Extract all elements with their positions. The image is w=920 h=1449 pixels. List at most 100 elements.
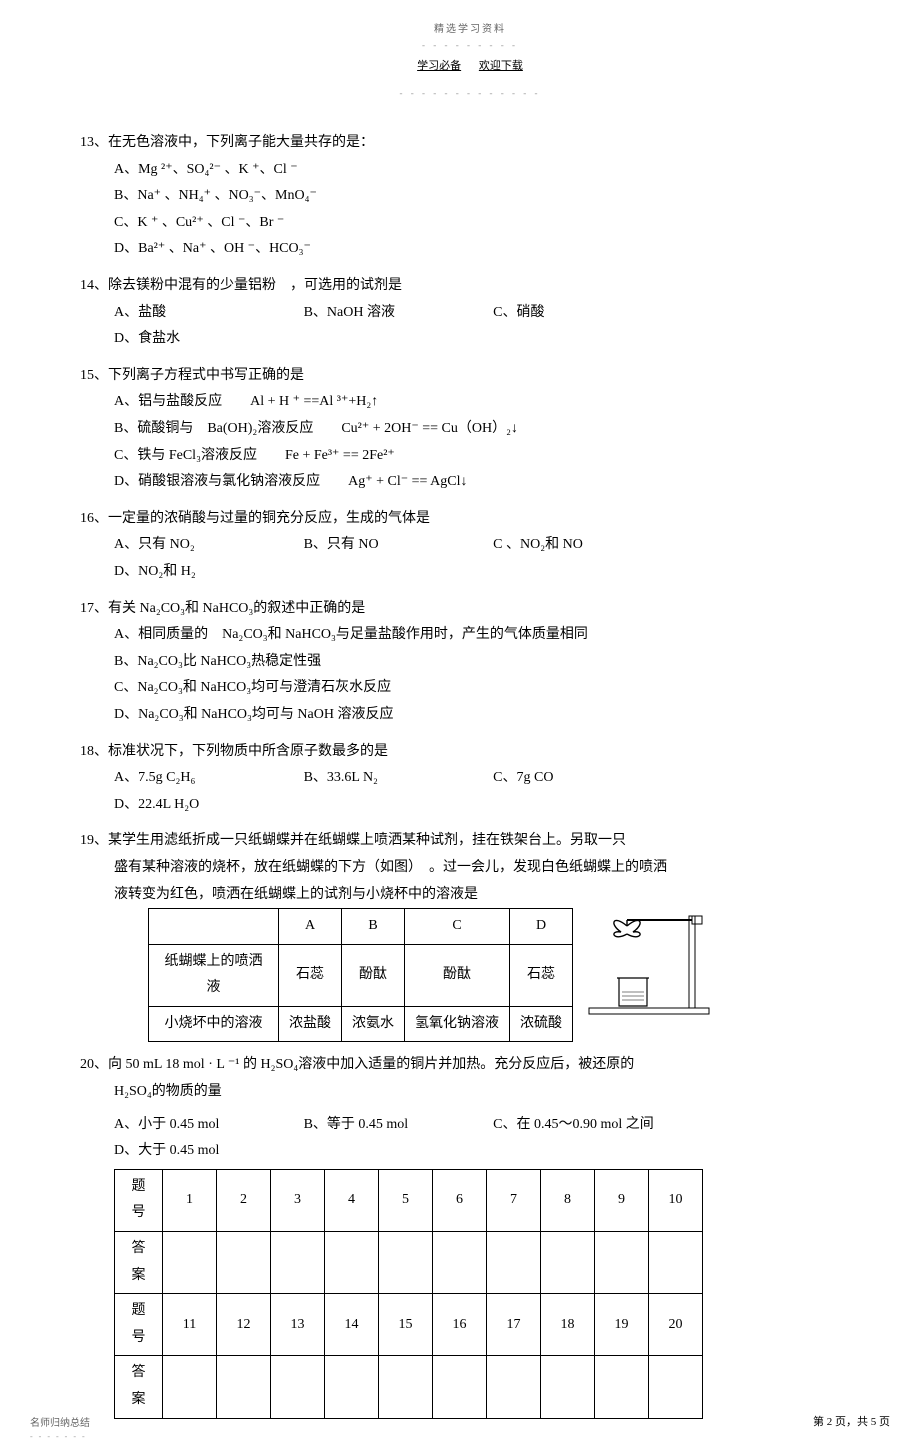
q13-opt-c: C、K ⁺ 、Cu²⁺ 、Cl ⁻、Br ⁻ bbox=[114, 210, 472, 237]
ag-r3-3: 13 bbox=[271, 1294, 325, 1356]
ag-r1-9: 9 bbox=[595, 1169, 649, 1231]
q13-stem: 13、在无色溶液中，下列离子能大量共存的是： bbox=[80, 130, 860, 157]
answer-grid: 题号 1 2 3 4 5 6 7 8 9 10 答案 题号 bbox=[114, 1169, 703, 1419]
q14-opt-d: D、食盐水 bbox=[114, 326, 286, 353]
ag-r3-0: 题号 bbox=[115, 1294, 163, 1356]
ag-r2-3 bbox=[271, 1232, 325, 1294]
q18-stem: 18、标准状况下，下列物质中所含原子数最多的是 bbox=[80, 739, 860, 766]
ag-r2-10 bbox=[649, 1232, 703, 1294]
ag-r3-2: 12 bbox=[217, 1294, 271, 1356]
ag-r1-7: 7 bbox=[487, 1169, 541, 1231]
ag-r3-4: 14 bbox=[325, 1294, 379, 1356]
q18-opt-b: B、33.6L N₂ bbox=[304, 765, 476, 792]
q15-opt-d: D、硝酸银溶液与氯化钠溶液反应 Ag⁺ + Cl⁻ == AgCl↓ bbox=[114, 469, 860, 496]
ag-r4-6 bbox=[433, 1356, 487, 1418]
page: 精选学习资料 - - - - - - - - - 学习必备 欢迎下载 - - -… bbox=[0, 0, 920, 1449]
apparatus-icon bbox=[579, 908, 719, 1018]
q13: 13、在无色溶液中，下列离子能大量共存的是： A、Mg ²⁺、SO₄²⁻ 、K … bbox=[80, 130, 860, 263]
q19-table: A B C D 纸蝴蝶上的喷洒液 石蕊 酚酞 酚酞 石蕊 小烧坏中的溶液 浓盐酸… bbox=[148, 908, 573, 1042]
ag-r2-9 bbox=[595, 1232, 649, 1294]
footer-right: 第 2 页，共 5 页 bbox=[813, 1412, 890, 1433]
ag-r4-0: 答案 bbox=[115, 1356, 163, 1418]
ag-r3-8: 18 bbox=[541, 1294, 595, 1356]
ag-r2-8 bbox=[541, 1232, 595, 1294]
q20-stem1: 20、向 50 mL 18 mol · L ⁻¹ 的 H₂SO₄溶液中加入适量的… bbox=[80, 1052, 860, 1079]
header-dash2: - - - - - - - - - - - - - bbox=[80, 85, 860, 102]
q17-opt-a: A、相同质量的 Na₂CO₃和 NaHCO₃与足量盐酸作用时，产生的气体质量相同 bbox=[114, 622, 860, 649]
ag-r3-9: 19 bbox=[595, 1294, 649, 1356]
ag-r1-3: 3 bbox=[271, 1169, 325, 1231]
ag-r4-2 bbox=[217, 1356, 271, 1418]
ag-r4-5 bbox=[379, 1356, 433, 1418]
ag-r3-5: 15 bbox=[379, 1294, 433, 1356]
q19-r2-c: 氢氧化钠溶液 bbox=[405, 1006, 510, 1042]
ag-r1-2: 2 bbox=[217, 1169, 271, 1231]
q13-opt-d: D、Ba²⁺ 、Na⁺ 、OH ⁻、HCO₃⁻ bbox=[114, 236, 472, 263]
q19-r1-a: 石蕊 bbox=[279, 944, 342, 1006]
q13-opt-a: A、Mg ²⁺、SO₄²⁻ 、K ⁺、Cl ⁻ bbox=[114, 157, 472, 184]
q17-stem: 17、有关 Na₂CO₃和 NaHCO₃的叙述中正确的是 bbox=[80, 596, 860, 623]
header-left: 学习必备 bbox=[415, 60, 463, 72]
q14: 14、除去镁粉中混有的少量铝粉 ，可选用的试剂是 A、盐酸 B、NaOH 溶液 … bbox=[80, 273, 860, 353]
ag-r3-7: 17 bbox=[487, 1294, 541, 1356]
q16-stem: 16、一定量的浓硝酸与过量的铜充分反应，生成的气体是 bbox=[80, 506, 860, 533]
q16-opt-c: C 、NO₂和 NO bbox=[493, 532, 665, 559]
q19-h1: A bbox=[279, 909, 342, 945]
q14-stem: 14、除去镁粉中混有的少量铝粉 ，可选用的试剂是 bbox=[80, 273, 860, 300]
ag-r1-6: 6 bbox=[433, 1169, 487, 1231]
q19-r1-d: 石蕊 bbox=[510, 944, 573, 1006]
q16-opt-b: B、只有 NO bbox=[304, 532, 476, 559]
q15-opt-c: C、铁与 FeCl₃溶液反应 Fe + Fe³⁺ == 2Fe²⁺ bbox=[114, 443, 860, 470]
q20-opt-b: B、等于 0.45 mol bbox=[304, 1112, 476, 1139]
q15-opt-a: A、铝与盐酸反应 Al + H ⁺ ==Al ³⁺+H₂↑ bbox=[114, 389, 860, 416]
ag-r4-3 bbox=[271, 1356, 325, 1418]
q18-opt-d: D、22.4L H₂O bbox=[114, 792, 286, 819]
q19-r2-d: 浓硫酸 bbox=[510, 1006, 573, 1042]
q18-opt-a: A、7.5g C₂H₆ bbox=[114, 765, 286, 792]
ag-r1-5: 5 bbox=[379, 1169, 433, 1231]
ag-r4-9 bbox=[595, 1356, 649, 1418]
q19-r2-b: 浓氨水 bbox=[342, 1006, 405, 1042]
q20-opt-a: A、小于 0.45 mol bbox=[114, 1112, 286, 1139]
ag-r3-1: 11 bbox=[163, 1294, 217, 1356]
q20-opt-c: C、在 0.45～0.90 mol 之间 bbox=[493, 1112, 717, 1139]
q14-opt-c: C、硝酸 bbox=[493, 300, 665, 327]
ag-r1-1: 1 bbox=[163, 1169, 217, 1231]
ag-r2-5 bbox=[379, 1232, 433, 1294]
q15-opt-b: B、硫酸铜与 Ba(OH)₂溶液反应 Cu²⁺ + 2OH⁻ == Cu（OH）… bbox=[114, 416, 860, 443]
ag-r2-6 bbox=[433, 1232, 487, 1294]
ag-r4-7 bbox=[487, 1356, 541, 1418]
q19-stem3: 液转变为红色，喷洒在纸蝴蝶上的试剂与小烧杯中的溶液是 bbox=[114, 882, 860, 909]
q20-opt-d: D、大于 0.45 mol bbox=[114, 1138, 286, 1165]
q19-stem1: 19、某学生用滤纸折成一只纸蝴蝶并在纸蝴蝶上喷洒某种试剂，挂在铁架台上。另取一只 bbox=[80, 828, 860, 855]
q17: 17、有关 Na₂CO₃和 NaHCO₃的叙述中正确的是 A、相同质量的 Na₂… bbox=[80, 596, 860, 729]
footer-dash: - - - - - - - bbox=[30, 1429, 87, 1444]
q19-h3: C bbox=[405, 909, 510, 945]
ag-r3-10: 20 bbox=[649, 1294, 703, 1356]
q19-h4: D bbox=[510, 909, 573, 945]
ag-r2-0: 答案 bbox=[115, 1232, 163, 1294]
ag-r4-1 bbox=[163, 1356, 217, 1418]
ag-r4-8 bbox=[541, 1356, 595, 1418]
q19-r1-label: 纸蝴蝶上的喷洒液 bbox=[149, 944, 279, 1006]
ag-r1-4: 4 bbox=[325, 1169, 379, 1231]
q16-opt-d: D、NO₂和 H₂ bbox=[114, 559, 286, 586]
q16: 16、一定量的浓硝酸与过量的铜充分反应，生成的气体是 A、只有 NO₂ B、只有… bbox=[80, 506, 860, 586]
q19-r1-b: 酚酞 bbox=[342, 944, 405, 1006]
ag-r1-8: 8 bbox=[541, 1169, 595, 1231]
ag-r1-0: 题号 bbox=[115, 1169, 163, 1231]
q17-opt-d: D、Na₂CO₃和 NaHCO₃均可与 NaOH 溶液反应 bbox=[114, 702, 860, 729]
q17-opt-c: C、Na₂CO₃和 NaHCO₃均可与澄清石灰水反应 bbox=[114, 675, 860, 702]
header-dash: - - - - - - - - - bbox=[80, 37, 860, 54]
ag-r1-10: 10 bbox=[649, 1169, 703, 1231]
q19-stem2: 盛有某种溶液的烧杯，放在纸蝴蝶的下方（如图） 。过一会儿，发现白色纸蝴蝶上的喷洒 bbox=[114, 855, 860, 882]
q18-opt-c: C、7g CO bbox=[493, 765, 665, 792]
ag-r2-1 bbox=[163, 1232, 217, 1294]
q19-h2: B bbox=[342, 909, 405, 945]
q19-r2-a: 浓盐酸 bbox=[279, 1006, 342, 1042]
ag-r4-4 bbox=[325, 1356, 379, 1418]
ag-r3-6: 16 bbox=[433, 1294, 487, 1356]
q19-r1-c: 酚酞 bbox=[405, 944, 510, 1006]
q15: 15、下列离子方程式中书写正确的是 A、铝与盐酸反应 Al + H ⁺ ==Al… bbox=[80, 363, 860, 496]
q13-opt-b: B、Na⁺ 、NH₄⁺ 、NO₃⁻、MnO₄⁻ bbox=[114, 183, 472, 210]
